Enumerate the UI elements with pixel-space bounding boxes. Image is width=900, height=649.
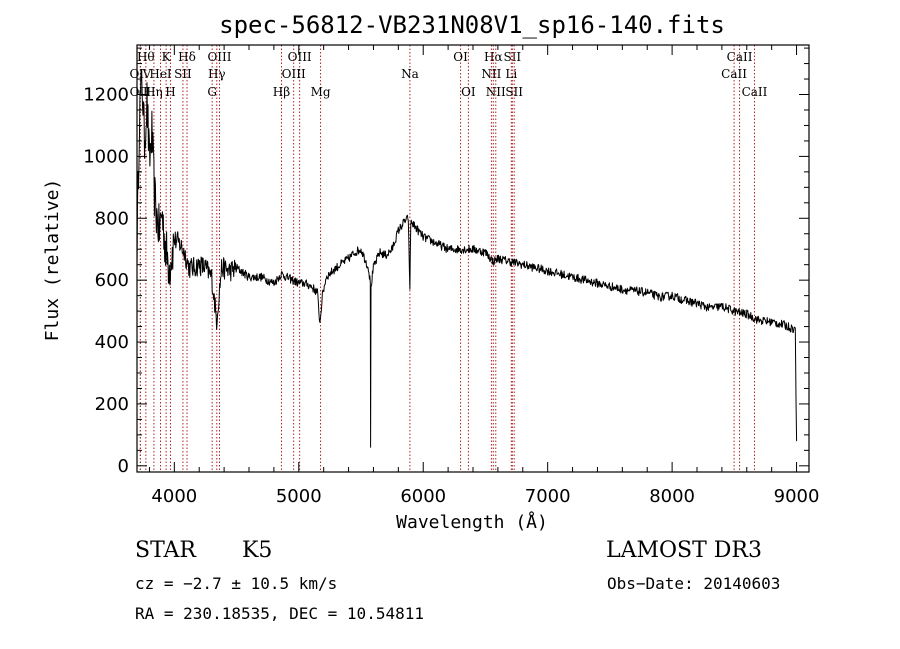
plot-frame xyxy=(136,44,810,473)
y-tick-label: 400 xyxy=(95,332,129,353)
x-tick-label: 9000 xyxy=(774,486,820,507)
marker-label: Hδ xyxy=(178,50,196,64)
marker-label: SII xyxy=(174,67,192,81)
y-tick-label: 1200 xyxy=(83,85,129,106)
marker-label: OIII xyxy=(282,67,306,81)
marker-label: HeI xyxy=(149,67,172,81)
x-tick-label: 8000 xyxy=(649,486,695,507)
y-tick-label: 600 xyxy=(95,270,129,291)
chart-title: spec-56812-VB231N08V1_sp16-140.fits xyxy=(219,11,725,39)
marker-label: Mg xyxy=(311,85,331,99)
y-tick-label: 800 xyxy=(95,208,129,229)
spectrum-series xyxy=(137,70,798,448)
plot-axes: 4000 5000 6000 7000 8000 9000 0 200 400 600 800 100… xyxy=(83,44,820,507)
y-tick-label: 1000 xyxy=(83,146,129,167)
y-tick-label: 0 xyxy=(118,456,129,477)
marker-label: SII xyxy=(503,50,521,64)
survey-name: LAMOST DR3 xyxy=(606,538,762,563)
y-tick-label: 200 xyxy=(95,394,129,415)
marker-label: OIII xyxy=(288,50,312,64)
y-axis-label: Flux (relative) xyxy=(42,179,63,342)
marker-label: NII xyxy=(481,67,501,81)
marker-label: CaII xyxy=(721,67,747,81)
marker-label: OI xyxy=(461,85,476,99)
x-axis-label: Wavelength (Å) xyxy=(396,511,548,533)
marker-label: OI xyxy=(453,50,468,64)
marker-label: Hγ xyxy=(208,67,226,81)
marker-label: SII xyxy=(505,85,523,99)
marker-label: OIII xyxy=(207,50,231,64)
object-subclass: K5 xyxy=(242,538,273,563)
marker-label: K xyxy=(162,50,172,64)
spectrum-line xyxy=(137,70,798,448)
marker-label: CaII xyxy=(727,50,753,64)
marker-label: Hη xyxy=(145,85,163,99)
marker-label: NII xyxy=(486,85,506,99)
x-tick-label: 5000 xyxy=(276,486,322,507)
marker-label: Hβ xyxy=(273,85,290,99)
marker-label: Hα xyxy=(484,50,503,64)
marker-label: Li xyxy=(505,67,517,81)
marker-label: Hθ xyxy=(137,50,155,64)
x-tick-label: 7000 xyxy=(525,486,571,507)
x-tick-label: 6000 xyxy=(400,486,446,507)
observation-date: Obs−Date: 20140603 xyxy=(607,574,781,593)
marker-label: Na xyxy=(401,67,419,81)
object-class: STAR xyxy=(135,538,196,563)
coordinates: RA = 230.18535, DEC = 10.54811 xyxy=(135,604,424,623)
redshift-cz: cz = −2.7 ± 10.5 km/s xyxy=(135,574,338,593)
x-tick-label: 4000 xyxy=(151,486,197,507)
marker-label: CaII xyxy=(742,85,768,99)
marker-label: G xyxy=(207,85,217,99)
marker-label: H xyxy=(165,85,175,99)
